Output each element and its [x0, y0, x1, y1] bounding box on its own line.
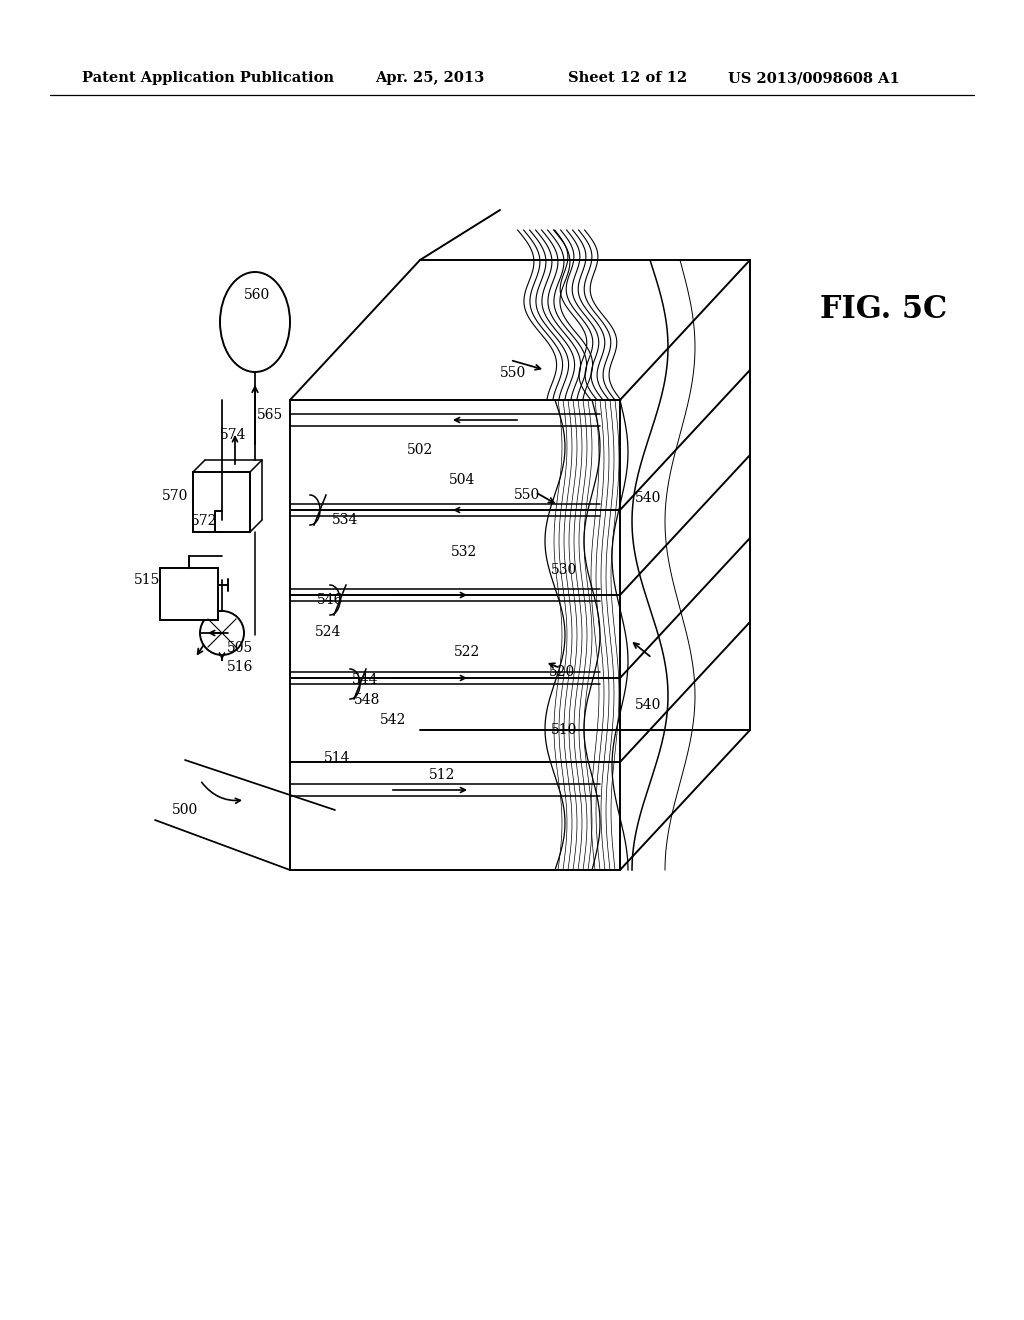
Text: 540: 540	[635, 491, 662, 506]
Text: 574: 574	[220, 428, 246, 442]
Text: 548: 548	[354, 693, 380, 708]
Text: 560: 560	[244, 288, 270, 302]
Text: Apr. 25, 2013: Apr. 25, 2013	[375, 71, 484, 84]
Text: 530: 530	[551, 564, 578, 577]
Bar	[193, 473, 250, 532]
Text: 516: 516	[226, 660, 253, 675]
Text: 520: 520	[549, 665, 575, 678]
Text: 572: 572	[190, 513, 217, 528]
Text: 550: 550	[500, 366, 526, 380]
Text: 505: 505	[227, 642, 253, 655]
Text: 544: 544	[352, 673, 378, 686]
Text: 512: 512	[429, 768, 456, 781]
Text: 542: 542	[380, 713, 407, 727]
Text: FIG. 5C: FIG. 5C	[820, 294, 947, 326]
Text: US 2013/0098608 A1: US 2013/0098608 A1	[728, 71, 900, 84]
Text: 504: 504	[449, 473, 475, 487]
Text: 524: 524	[314, 624, 341, 639]
Text: 534: 534	[332, 513, 358, 527]
Text: 565: 565	[257, 408, 283, 422]
Text: 502: 502	[407, 444, 433, 457]
Text: Patent Application Publication: Patent Application Publication	[82, 71, 334, 84]
Text: 570: 570	[162, 488, 188, 503]
Text: 540: 540	[635, 698, 662, 711]
Text: 550: 550	[514, 488, 540, 502]
Text: 510: 510	[551, 723, 578, 737]
Text: 522: 522	[454, 645, 480, 659]
Text: 514: 514	[324, 751, 350, 766]
Text: 500: 500	[172, 803, 198, 817]
Text: 515: 515	[134, 573, 160, 587]
Text: Sheet 12 of 12: Sheet 12 of 12	[568, 71, 687, 84]
Text: 532: 532	[451, 545, 477, 558]
Bar	[160, 568, 218, 620]
Text: 546: 546	[316, 593, 343, 607]
